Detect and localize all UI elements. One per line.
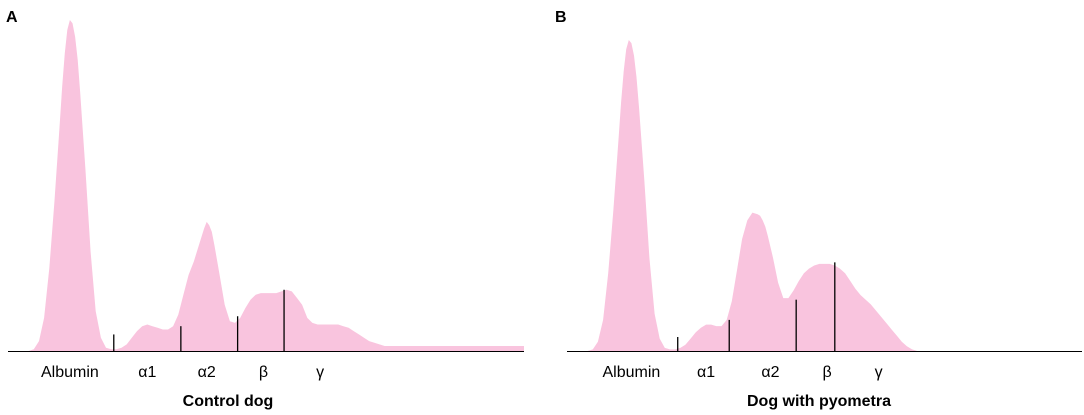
panel-letter: A [6,9,18,26]
category-label: α2 [761,364,779,381]
category-label: Albumin [41,364,99,381]
series-area [8,20,524,351]
category-label: Albumin [602,364,660,381]
category-label: γ [316,364,324,381]
panel-letter: B [555,9,567,26]
series-area [567,40,1082,351]
category-label: γ [875,364,883,381]
chart-svg: Albumin α1 α2 β γ Dog with pyometra [567,40,1082,410]
category-label: β [259,364,268,381]
chart-panel-b: B Albumin α1 α2 β γ Dog with pyometra [542,0,1084,415]
chart-title: Control dog [183,393,274,410]
category-label: α2 [198,364,216,381]
chart-panel-a: A Albumin α1 α2 β γ Control dog [6,9,524,410]
category-label: α1 [697,364,715,381]
category-label: β [822,364,831,381]
chart-svg: Albumin α1 α2 β γ Control dog [8,20,524,410]
chart-title: Dog with pyometra [747,393,891,410]
category-label: α1 [138,364,156,381]
